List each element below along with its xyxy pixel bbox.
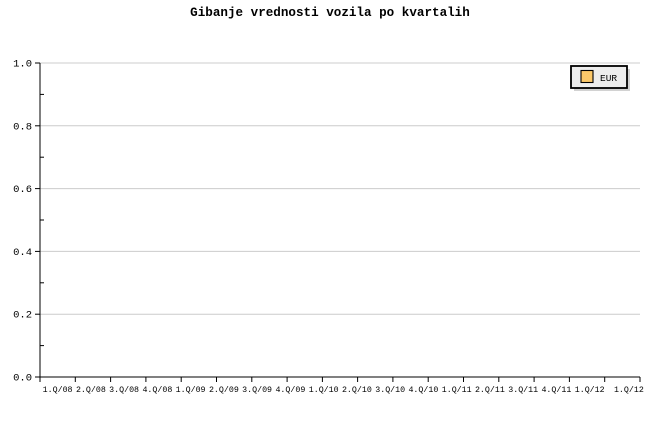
svg-text:1.Q/08: 1.Q/08 bbox=[43, 385, 73, 395]
svg-text:EUR: EUR bbox=[600, 73, 617, 84]
svg-text:1.Q/12: 1.Q/12 bbox=[614, 385, 644, 395]
svg-text:4.Q/08: 4.Q/08 bbox=[142, 385, 172, 395]
svg-text:0.4: 0.4 bbox=[13, 247, 32, 259]
svg-text:0.8: 0.8 bbox=[13, 121, 32, 133]
svg-text:0.0: 0.0 bbox=[13, 373, 32, 385]
svg-text:4.Q/09: 4.Q/09 bbox=[275, 385, 305, 395]
svg-text:0.6: 0.6 bbox=[13, 184, 32, 196]
svg-text:3.Q/11: 3.Q/11 bbox=[508, 385, 538, 395]
svg-text:1.Q/10: 1.Q/10 bbox=[309, 385, 339, 395]
svg-text:1.Q/09: 1.Q/09 bbox=[176, 385, 206, 395]
svg-text:2.Q/11: 2.Q/11 bbox=[475, 385, 505, 395]
svg-text:2.Q/10: 2.Q/10 bbox=[342, 385, 372, 395]
svg-text:2.Q/09: 2.Q/09 bbox=[209, 385, 239, 395]
svg-text:4.Q/10: 4.Q/10 bbox=[408, 385, 438, 395]
svg-text:3.Q/10: 3.Q/10 bbox=[375, 385, 405, 395]
svg-text:0.2: 0.2 bbox=[13, 310, 32, 322]
svg-text:1.Q/12: 1.Q/12 bbox=[575, 385, 605, 395]
svg-text:1.Q/11: 1.Q/11 bbox=[442, 385, 472, 395]
svg-text:3.Q/09: 3.Q/09 bbox=[242, 385, 272, 395]
svg-text:2.Q/08: 2.Q/08 bbox=[76, 385, 106, 395]
svg-text:4.Q/11: 4.Q/11 bbox=[541, 385, 571, 395]
svg-text:3.Q/08: 3.Q/08 bbox=[109, 385, 139, 395]
svg-text:1.0: 1.0 bbox=[13, 59, 32, 71]
